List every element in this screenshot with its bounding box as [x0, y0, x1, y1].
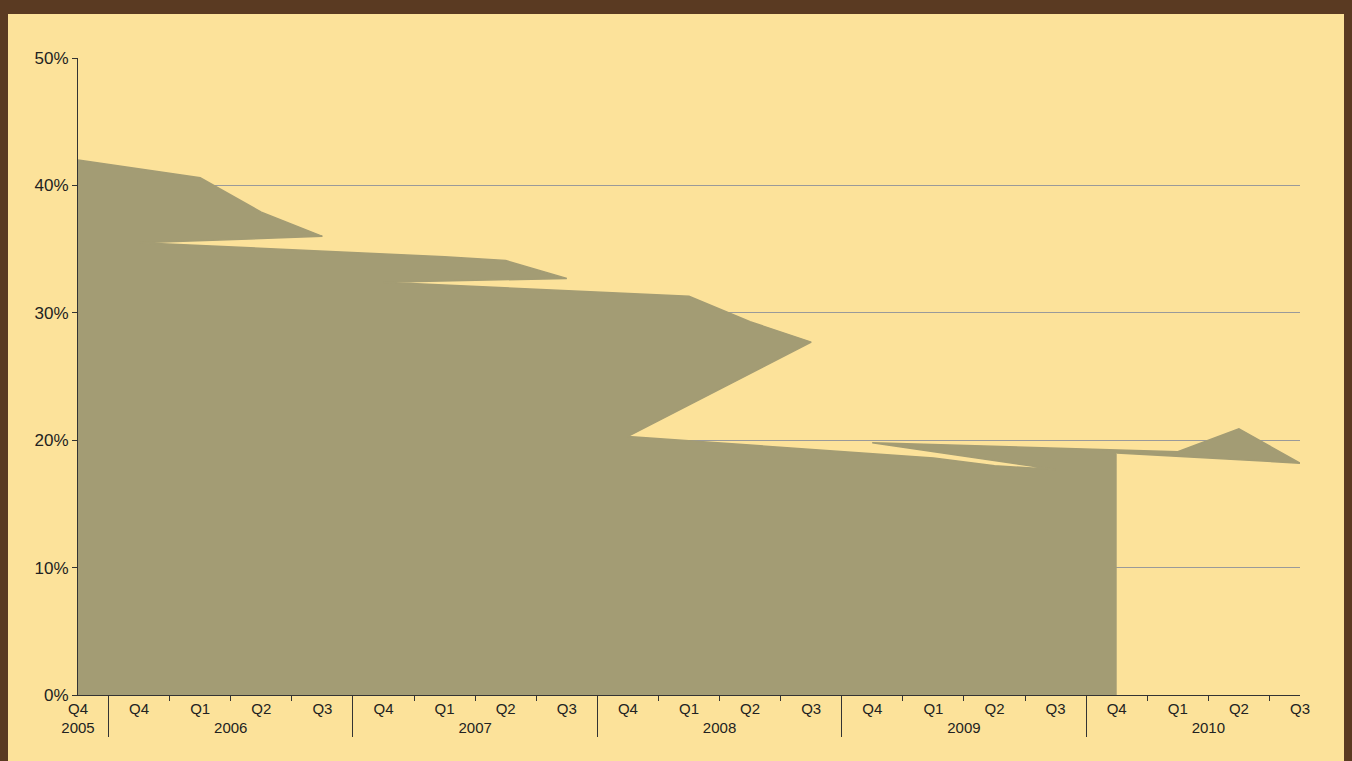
svg-text:0%: 0% — [44, 686, 69, 705]
svg-text:Q1: Q1 — [679, 700, 699, 717]
svg-text:Q1: Q1 — [1168, 700, 1188, 717]
svg-text:10%: 10% — [35, 559, 69, 578]
svg-text:2005: 2005 — [61, 719, 94, 736]
svg-text:Q2: Q2 — [740, 700, 760, 717]
svg-text:2007: 2007 — [458, 719, 491, 736]
svg-text:Q4: Q4 — [68, 700, 88, 717]
svg-text:Q4: Q4 — [618, 700, 638, 717]
svg-text:Q3: Q3 — [312, 700, 332, 717]
svg-text:40%: 40% — [35, 176, 69, 195]
svg-text:Q2: Q2 — [251, 700, 271, 717]
svg-text:2009: 2009 — [947, 719, 980, 736]
svg-text:2008: 2008 — [703, 719, 736, 736]
svg-text:30%: 30% — [35, 304, 69, 323]
svg-text:Q2: Q2 — [984, 700, 1004, 717]
svg-text:Q4: Q4 — [1107, 700, 1127, 717]
svg-text:2006: 2006 — [214, 719, 247, 736]
svg-text:Q4: Q4 — [862, 700, 882, 717]
svg-text:Q3: Q3 — [801, 700, 821, 717]
svg-text:Q4: Q4 — [129, 700, 149, 717]
svg-text:Q4: Q4 — [373, 700, 393, 717]
svg-text:Q2: Q2 — [496, 700, 516, 717]
svg-text:2010: 2010 — [1192, 719, 1225, 736]
svg-text:Q3: Q3 — [1046, 700, 1066, 717]
svg-text:Q1: Q1 — [923, 700, 943, 717]
svg-text:Q1: Q1 — [435, 700, 455, 717]
svg-text:Q3: Q3 — [1290, 700, 1310, 717]
svg-text:Q1: Q1 — [190, 700, 210, 717]
svg-text:Q2: Q2 — [1229, 700, 1249, 717]
svg-text:Q3: Q3 — [557, 700, 577, 717]
svg-text:20%: 20% — [35, 431, 69, 450]
svg-text:50%: 50% — [35, 49, 69, 68]
